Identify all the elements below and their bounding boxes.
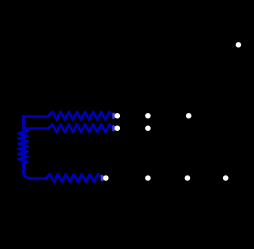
Polygon shape [113, 125, 117, 131]
Circle shape [115, 126, 119, 130]
Polygon shape [113, 113, 117, 119]
Circle shape [145, 126, 149, 130]
Circle shape [115, 114, 119, 118]
Circle shape [235, 43, 240, 47]
Circle shape [145, 114, 149, 118]
Circle shape [103, 176, 107, 180]
Circle shape [223, 176, 227, 180]
Polygon shape [101, 175, 105, 181]
Circle shape [186, 114, 190, 118]
Circle shape [185, 176, 189, 180]
Circle shape [145, 176, 149, 180]
